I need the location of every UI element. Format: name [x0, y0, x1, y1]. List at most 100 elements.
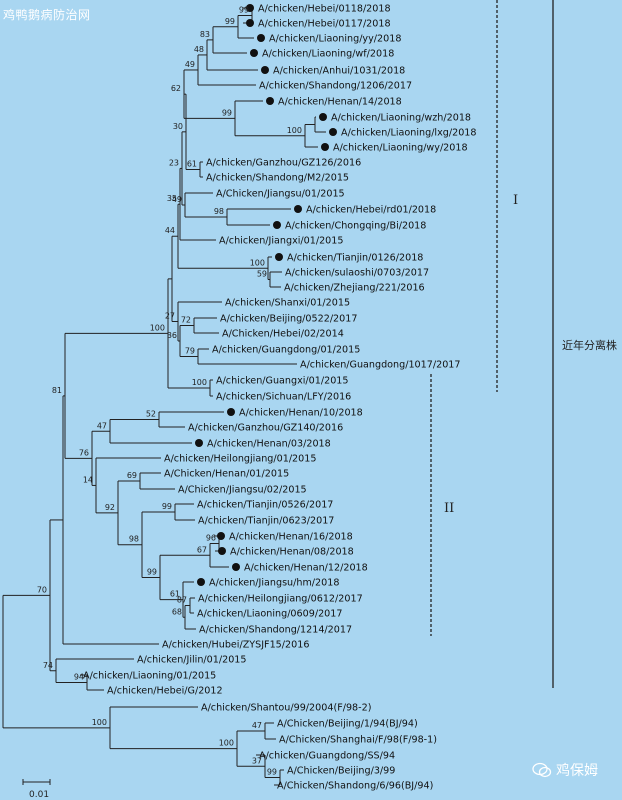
bootstrap-value: 81 — [52, 386, 62, 395]
bootstrap-value: 49 — [185, 60, 195, 69]
taxon-label: A/Chicken/Jiangsu/01/2015 — [216, 189, 345, 200]
taxon-label: A/chicken/Beijing/0522/2017 — [220, 314, 357, 325]
bootstrap-value: 100 — [92, 718, 107, 727]
bootstrap-labels: 99 99 83 48 49 100 99 62 61 30 98 49 23 35 59 100 44 72 79… — [37, 6, 302, 777]
wechat-logo-icon — [532, 762, 552, 778]
taxon-label: A/chicken/Liaoning/wzh/2018 — [331, 113, 471, 124]
taxon-label: A/Chicken/Jiangsu/02/2015 — [178, 485, 307, 496]
recent-isolate-marker — [261, 66, 269, 74]
bootstrap-value: 61 — [170, 590, 180, 599]
scale-bar — [22, 779, 51, 785]
bootstrap-value: 14 — [83, 475, 93, 484]
bootstrap-value: 100 — [150, 323, 165, 332]
recent-isolate-marker — [250, 49, 258, 57]
taxon-label: A/chicken/Hubei/ZYSJF15/2016 — [162, 640, 309, 651]
recent-isolate-marker — [294, 205, 302, 213]
scale-bar-label: 0.01 — [29, 790, 49, 800]
tree-leaf-labels: A/chicken/Hebei/0118/2018 A/chicken/Hebei… — [83, 4, 477, 792]
bootstrap-value: 67 — [197, 545, 207, 554]
recent-isolate-marker — [227, 408, 235, 416]
bootstrap-value: 83 — [200, 30, 210, 39]
taxon-label: A/chicken/Shandong/1206/2017 — [259, 81, 412, 92]
taxon-label: A/Chicken/Hebei/02/2014 — [222, 329, 344, 340]
taxon-label: A/chicken/Shantou/99/2004(F/98-2) — [201, 703, 371, 714]
taxon-label: A/chicken/Shandong/M2/2015 — [206, 173, 349, 184]
taxon-label: A/chicken/Heilongjiang/0612/2017 — [198, 594, 363, 605]
bootstrap-value: 98 — [129, 535, 139, 544]
tree-branches — [2, 7, 326, 786]
bootstrap-value: 100 — [287, 126, 302, 135]
brand-name: 鸡保姆 — [556, 763, 598, 779]
taxon-label: A/chicken/Chongqing/Bi/2018 — [285, 221, 426, 232]
bootstrap-value: 70 — [37, 585, 47, 594]
taxon-label: A/chicken/Sichuan/LFY/2016 — [216, 392, 351, 403]
taxon-label: A/chicken/Liaoning/lxg/2018 — [341, 128, 477, 139]
taxon-label: A/chicken/Guangdong/01/2015 — [212, 345, 360, 356]
taxon-label: A/chicken/Ganzhou/GZ140/2016 — [188, 423, 343, 434]
taxon-label: A/chicken/Liaoning/wf/2018 — [262, 49, 394, 60]
recent-isolate-marker — [246, 19, 254, 27]
recent-isolate-marker — [273, 221, 281, 229]
bootstrap-value: 68 — [172, 607, 182, 616]
group-I-label: I — [513, 193, 518, 208]
taxon-label: A/chicken/Guangxi/01/2015 — [216, 376, 349, 387]
taxon-label: A/chicken/Hebei/G/2012 — [107, 686, 223, 697]
bootstrap-value: 30 — [173, 122, 183, 131]
taxon-label: A/chicken/Jiangsu/hm/2018 — [209, 578, 339, 589]
taxon-label: A/Chicken/Henan/01/2015 — [164, 469, 289, 480]
bootstrap-value: 96 — [206, 534, 216, 543]
recent-isolate-marker — [275, 253, 283, 261]
recent-isolate-marker — [321, 143, 329, 151]
bootstrap-value: 36 — [167, 331, 177, 340]
bootstrap-value: 99 — [222, 108, 232, 117]
recent-isolate-marker — [218, 547, 226, 555]
bootstrap-value: 72 — [181, 316, 191, 325]
taxon-label: A/chicken/Henan/12/2018 — [244, 563, 368, 574]
taxon-label: A/Chicken/Shandong/6/96(BJ/94) — [277, 781, 433, 792]
bootstrap-value: 100 — [219, 739, 234, 748]
recent-isolate-marker — [195, 439, 203, 447]
bootstrap-value: 35 — [167, 194, 177, 203]
bootstrap-value: 59 — [257, 270, 267, 279]
taxon-label: A/chicken/Liaoning/wy/2018 — [333, 143, 468, 154]
taxon-label: A/chicken/Ganzhou/GZ126/2016 — [206, 158, 361, 169]
taxon-label: A/chicken/Liaoning/yy/2018 — [269, 34, 401, 45]
taxon-label: A/chicken/Shandong/1214/2017 — [199, 625, 352, 636]
bootstrap-value: 76 — [79, 448, 89, 457]
bootstrap-value: 47 — [97, 421, 107, 430]
taxon-label: A/chicken/Hebei/0117/2018 — [258, 19, 391, 30]
brand-badge: 鸡保姆 — [532, 760, 598, 780]
recent-isolate-marker — [246, 4, 254, 12]
taxon-label: A/chicken/Shanxi/01/2015 — [225, 298, 350, 309]
taxon-label: A/chicken/Tianjin/0623/2017 — [198, 516, 334, 527]
bootstrap-value: 99 — [225, 17, 235, 26]
taxon-label: A/chicken/Hebei/0118/2018 — [258, 4, 391, 15]
group-II-label: II — [444, 501, 454, 516]
bootstrap-value: 87 — [177, 596, 187, 605]
bootstrap-value: 37 — [252, 756, 262, 765]
taxon-label: A/chicken/Guangdong/1017/2017 — [300, 360, 461, 371]
bootstrap-value: 44 — [165, 226, 175, 235]
taxon-label: A/chicken/Heilongjiang/01/2015 — [164, 454, 316, 465]
bootstrap-value: 27 — [165, 312, 175, 321]
taxon-label: A/chicken/Henan/16/2018 — [229, 532, 353, 543]
bootstrap-value: 99 — [147, 567, 157, 576]
recent-isolate-marker — [232, 563, 240, 571]
taxon-label: A/chicken/Hebei/rd01/2018 — [306, 205, 436, 216]
bootstrap-value: 74 — [43, 661, 53, 670]
bootstrap-value: 48 — [194, 45, 204, 54]
recent-isolate-marker — [329, 128, 337, 136]
taxon-label: A/Chicken/Beijing/1/94(BJ/94) — [277, 719, 418, 730]
taxon-label: A/chicken/Henan/08/2018 — [230, 547, 354, 558]
taxon-label: A/chicken/Jiangxi/01/2015 — [219, 236, 344, 247]
taxon-label: A/chicken/Guangdong/SS/94 — [259, 751, 395, 762]
taxon-label: A/Chicken/Shanghai/F/98(F/98-1) — [279, 735, 437, 746]
taxon-label: A/chicken/Anhui/1031/2018 — [273, 66, 405, 77]
taxon-label: A/chicken/Henan/03/2018 — [207, 439, 331, 450]
taxon-label: A/chicken/Liaoning/0609/2017 — [197, 609, 343, 620]
taxon-label: A/chicken/Tianjin/0526/2017 — [197, 500, 333, 511]
recent-isolate-marker — [197, 578, 205, 586]
taxon-label: A/chicken/Henan/14/2018 — [278, 97, 402, 108]
bootstrap-value: 79 — [185, 347, 195, 356]
recent-isolate-marker — [319, 113, 327, 121]
